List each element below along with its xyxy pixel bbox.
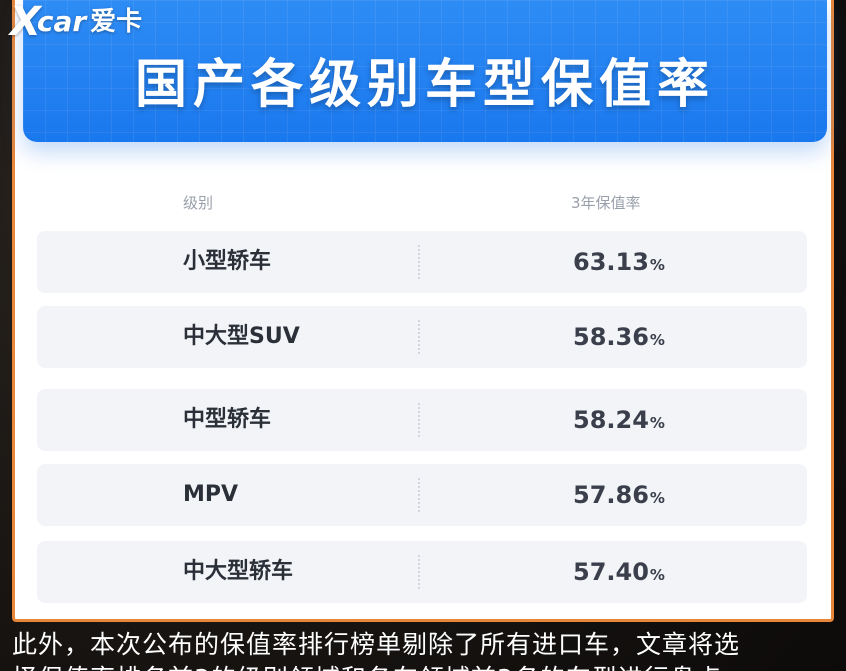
row-divider — [418, 403, 420, 437]
rate-number: 57.40 — [573, 558, 649, 586]
column-header-level: 级别 — [183, 194, 214, 212]
row-level-name: 小型轿车 — [183, 249, 272, 274]
table-row: 中型轿车 58.24% — [37, 389, 807, 451]
logo-chinese: 爱卡 — [90, 7, 143, 37]
row-divider — [418, 245, 420, 279]
logo-mark: X — [10, 0, 41, 45]
rate-unit: % — [649, 414, 665, 432]
row-rate-value: 63.13% — [573, 231, 665, 296]
row-level-name: 中大型轿车 — [183, 559, 294, 584]
banner-grid-pattern — [23, 0, 827, 142]
row-rate-value: 58.24% — [573, 389, 665, 454]
table-row: 小型轿车 63.13% — [37, 231, 807, 293]
row-divider — [418, 478, 420, 512]
rate-unit: % — [649, 489, 665, 507]
rate-unit: % — [649, 331, 665, 349]
row-rate-value: 58.36% — [573, 306, 665, 371]
rate-number: 57.86 — [573, 481, 649, 509]
row-divider — [418, 320, 420, 354]
column-header-rate: 3年保值率 — [571, 194, 641, 212]
caption-line-1: 此外，本次公布的保值率排行榜单剔除了所有进口车，文章将选 — [12, 630, 741, 659]
infographic-card: 国产各级别车型保值率 级别 3年保值率 小型轿车 63.13% 中大型SUV 5… — [12, 0, 834, 622]
caption-line-2: 择保值率排名前3的级别领域和各车领域前3名的车型进行盘点。 — [12, 660, 842, 671]
row-divider — [418, 555, 420, 589]
rate-unit: % — [649, 566, 665, 584]
row-level-name: 中大型SUV — [183, 324, 300, 349]
rate-number: 58.36 — [573, 323, 649, 351]
row-rate-value: 57.40% — [573, 541, 665, 606]
banner-title: 国产各级别车型保值率 — [134, 55, 715, 115]
title-banner: 国产各级别车型保值率 — [23, 0, 827, 142]
row-rate-value: 57.86% — [573, 464, 665, 529]
table-row: MPV 57.86% — [37, 464, 807, 526]
xcar-logo: X car 爱卡 — [10, 2, 142, 42]
logo-word: car — [36, 5, 87, 38]
table-row: 中大型SUV 58.36% — [37, 306, 807, 368]
rate-number: 58.24 — [573, 406, 649, 434]
rate-number: 63.13 — [573, 248, 649, 276]
rate-unit: % — [649, 256, 665, 274]
table-row: 中大型轿车 57.40% — [37, 541, 807, 603]
row-level-name: 中型轿车 — [183, 407, 272, 432]
row-level-name: MPV — [183, 482, 239, 507]
